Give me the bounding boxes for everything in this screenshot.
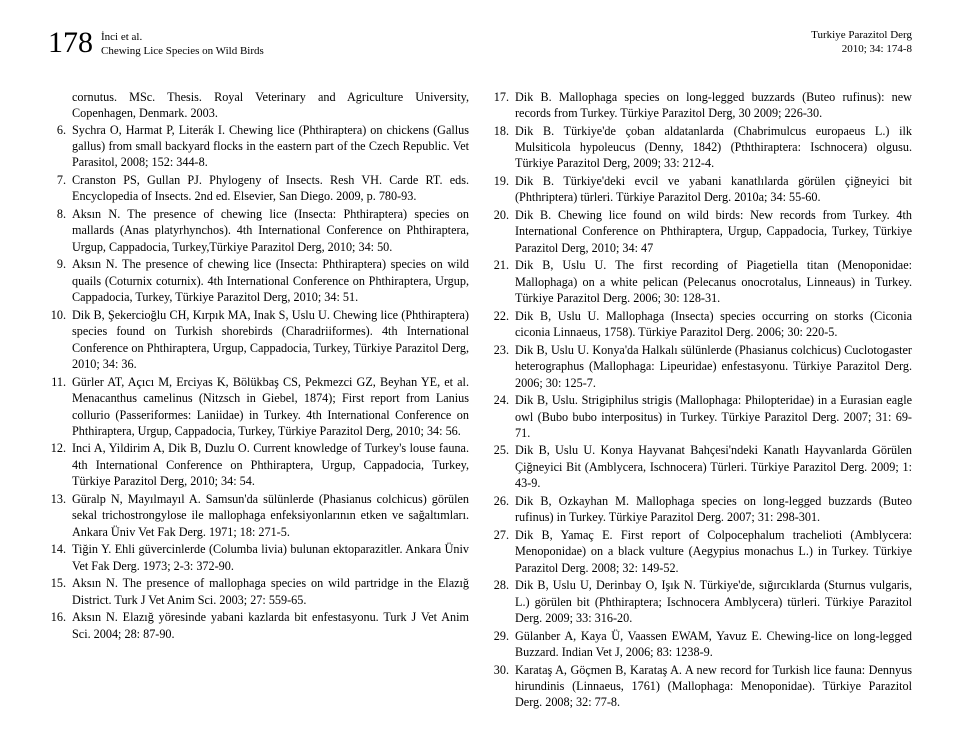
header-left: 178 İnci et al. Chewing Lice Species on … [48,28,264,59]
reference-item: 15.Aksın N. The presence of mallophaga s… [48,575,469,608]
reference-item: 10.Dik B, Şekercioğlu CH, Kırpık MA, Ina… [48,307,469,373]
reference-item: 27.Dik B, Yamaç E. First report of Colpo… [491,527,912,576]
reference-number: 12. [48,440,72,489]
reference-text: Dik B. Mallophaga species on long-legged… [515,89,912,122]
reference-item: 6.Sychra O, Harmat P, Literák I. Chewing… [48,122,469,171]
left-column: cornutus. MSc. Thesis. Royal Veterinary … [48,89,469,712]
reference-text: Dik B, Şekercioğlu CH, Kırpık MA, Inak S… [72,307,469,373]
reference-number: 28. [491,577,515,626]
reference-number: 23. [491,342,515,391]
reference-text: Güralp N, Mayılmayıl A. Samsun'da sülünl… [72,491,469,540]
reference-item: 30.Karataş A, Göçmen B, Karataş A. A new… [491,662,912,711]
reference-item: 12.Inci A, Yildirim A, Dik B, Duzlu O. C… [48,440,469,489]
reference-number: 17. [491,89,515,122]
reference-text: Dik B, Uslu U. Konya Hayvanat Bahçesi'nd… [515,442,912,491]
reference-item: 18.Dik B. Türkiye'de çoban aldatanlarda … [491,123,912,172]
reference-number: 26. [491,493,515,526]
reference-item: 16.Aksın N. Elazığ yöresinde yabani kazl… [48,609,469,642]
reference-number: 14. [48,541,72,574]
reference-number: 22. [491,308,515,341]
page-header: 178 İnci et al. Chewing Lice Species on … [48,28,912,59]
reference-number: 15. [48,575,72,608]
reference-item: 7.Cranston PS, Gullan PJ. Phylogeny of I… [48,172,469,205]
reference-text: Sychra O, Harmat P, Literák I. Chewing l… [72,122,469,171]
reference-text: Aksın N. The presence of chewing lice (I… [72,206,469,255]
reference-number: 18. [491,123,515,172]
reference-number: 16. [48,609,72,642]
reference-number: 25. [491,442,515,491]
reference-number: 7. [48,172,72,205]
reference-number: 29. [491,628,515,661]
authors-line: İnci et al. [101,30,264,44]
reference-number: 6. [48,122,72,171]
columns-container: cornutus. MSc. Thesis. Royal Veterinary … [48,89,912,712]
reference-text: Karataş A, Göçmen B, Karataş A. A new re… [515,662,912,711]
reference-item: 13.Güralp N, Mayılmayıl A. Samsun'da sül… [48,491,469,540]
reference-text: Inci A, Yildirim A, Dik B, Duzlu O. Curr… [72,440,469,489]
reference-text: Gülanber A, Kaya Ü, Vaassen EWAM, Yavuz … [515,628,912,661]
page-number: 178 [48,28,93,58]
reference-item: 28.Dik B, Uslu U, Derinbay O, Işık N. Tü… [491,577,912,626]
reference-item: 25.Dik B, Uslu U. Konya Hayvanat Bahçesi… [491,442,912,491]
right-column: 17.Dik B. Mallophaga species on long-leg… [491,89,912,712]
reference-text: Dik B, Ozkayhan M. Mallophaga species on… [515,493,912,526]
reference-text: Dik B. Türkiye'deki evcil ve yabani kana… [515,173,912,206]
reference-item: 19.Dik B. Türkiye'deki evcil ve yabani k… [491,173,912,206]
reference-text: Dik B, Uslu U. The first recording of Pi… [515,257,912,306]
reference-number: 20. [491,207,515,256]
reference-item: 23.Dik B, Uslu U. Konya'da Halkalı sülün… [491,342,912,391]
reference-item: 21.Dik B, Uslu U. The first recording of… [491,257,912,306]
reference-text: Aksın N. Elazığ yöresinde yabani kazlard… [72,609,469,642]
reference-text: Dik B, Yamaç E. First report of Colpocep… [515,527,912,576]
volume-line: 2010; 34: 174-8 [811,42,912,56]
reference-number: 9. [48,256,72,305]
reference-text: Dik B, Uslu U. Mallophaga (Insecta) spec… [515,308,912,341]
reference-number: 24. [491,392,515,441]
title-line: Chewing Lice Species on Wild Birds [101,44,264,58]
journal-line: Turkiye Parazitol Derg [811,28,912,42]
reference-number: 27. [491,527,515,576]
reference-text: Tiğin Y. Ehli güvercinlerde (Columba liv… [72,541,469,574]
reference-item: 8.Aksın N. The presence of chewing lice … [48,206,469,255]
reference-item: 14.Tiğin Y. Ehli güvercinlerde (Columba … [48,541,469,574]
reference-text: Gürler AT, Açıcı M, Erciyas K, Bölükbaş … [72,374,469,440]
reference-number: 11. [48,374,72,440]
reference-continuation: cornutus. MSc. Thesis. Royal Veterinary … [48,89,469,122]
reference-item: 17.Dik B. Mallophaga species on long-leg… [491,89,912,122]
header-left-text: İnci et al. Chewing Lice Species on Wild… [101,28,264,59]
reference-text: Aksın N. The presence of mallophaga spec… [72,575,469,608]
reference-item: 26.Dik B, Ozkayhan M. Mallophaga species… [491,493,912,526]
reference-number: 13. [48,491,72,540]
reference-item: 22.Dik B, Uslu U. Mallophaga (Insecta) s… [491,308,912,341]
reference-text: Aksın N. The presence of chewing lice (I… [72,256,469,305]
reference-item: 20.Dik B. Chewing lice found on wild bir… [491,207,912,256]
reference-number: 8. [48,206,72,255]
reference-item: 24.Dik B, Uslu. Strigiphilus strigis (Ma… [491,392,912,441]
reference-number: 30. [491,662,515,711]
reference-item: 9.Aksın N. The presence of chewing lice … [48,256,469,305]
reference-item: 29.Gülanber A, Kaya Ü, Vaassen EWAM, Yav… [491,628,912,661]
reference-number: 19. [491,173,515,206]
reference-text: Dik B, Uslu U. Konya'da Halkalı sülünler… [515,342,912,391]
header-right: Turkiye Parazitol Derg 2010; 34: 174-8 [811,28,912,57]
reference-text: Cranston PS, Gullan PJ. Phylogeny of Ins… [72,172,469,205]
reference-text: Dik B, Uslu. Strigiphilus strigis (Mallo… [515,392,912,441]
reference-text: Dik B, Uslu U, Derinbay O, Işık N. Türki… [515,577,912,626]
reference-text: Dik B. Türkiye'de çoban aldatanlarda (Ch… [515,123,912,172]
reference-number: 21. [491,257,515,306]
reference-text: Dik B. Chewing lice found on wild birds:… [515,207,912,256]
reference-item: 11.Gürler AT, Açıcı M, Erciyas K, Bölükb… [48,374,469,440]
reference-number: 10. [48,307,72,373]
